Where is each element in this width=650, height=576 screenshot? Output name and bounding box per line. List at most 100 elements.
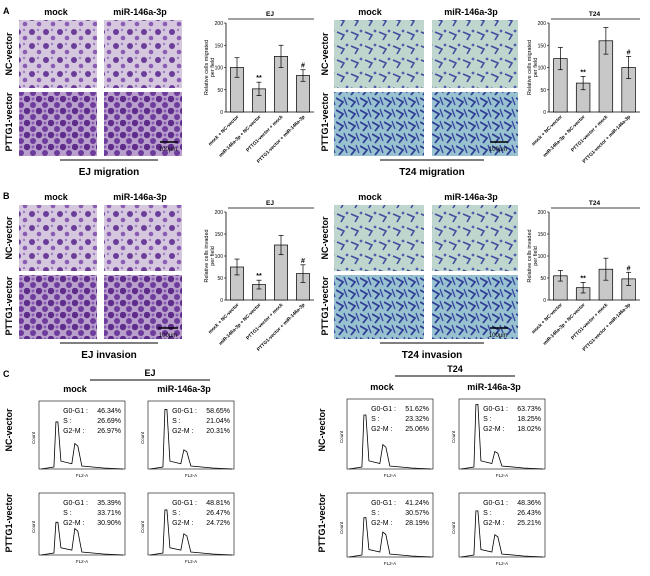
plot-frame [38, 492, 126, 556]
col-label-mir: miR-146a-3p [157, 384, 211, 394]
phase-label: S : [371, 416, 380, 423]
y-tick-label: 100 [215, 66, 224, 72]
x-axis-label: FL2-A [185, 559, 197, 564]
cell-cycle-histogram: FL2-A Count G0-G1 : 63.73% S : 18.25% G2-M : 18… [451, 398, 546, 478]
phase-label: G0-G1 : [371, 406, 396, 413]
phase-value: 24.72% [206, 520, 230, 527]
phase-label: G0-G1 : [63, 408, 88, 415]
row-label-pttg1: PTTG1-vector [4, 92, 14, 152]
micrograph-ej-mig-nc-mir [104, 20, 182, 88]
phase-label: G0-G1 : [172, 500, 197, 507]
phase-value: 33.71% [97, 510, 121, 517]
y-tick-label: 200 [538, 210, 547, 216]
phase-value: 41.24% [405, 500, 429, 507]
y-tick-label: 150 [538, 43, 547, 49]
y-axis-label: Relative cells migrated [527, 40, 533, 95]
micrograph-t24-mig-nc-mock [334, 20, 424, 88]
phase-value: 51.62% [405, 406, 429, 413]
y-tick-label: 0 [220, 298, 223, 304]
col-label-mock: mock [63, 384, 88, 394]
y-axis-label: Relative cells migrated [204, 40, 210, 95]
phase-value: 25.21% [517, 520, 541, 527]
phase-label: G2-M : [63, 520, 84, 527]
y-tick-label: 150 [215, 43, 224, 49]
row-label-nc: NC-vector [4, 216, 14, 260]
panel-label-b: B [3, 191, 10, 201]
phase-label: G0-G1 : [483, 500, 508, 507]
y-axis-label: Count [451, 430, 456, 443]
phase-label: S : [172, 418, 181, 425]
cell-cycle-histogram: FL2-A Count G0-G1 : 51.62% S : 23.32% G2-M : 25… [339, 398, 434, 478]
y-tick-label: 100 [538, 66, 547, 72]
row-label-nc: NC-vector [4, 32, 14, 76]
scale-label: 100µm [489, 147, 507, 153]
row-label-nc: NC-vector [320, 216, 330, 260]
phase-label: G2-M : [172, 428, 193, 435]
y-axis-label: Count [451, 521, 456, 534]
phase-value: 26.97% [97, 428, 121, 435]
y-tick-label: 50 [540, 276, 546, 282]
scale-label: 100µm [159, 333, 177, 339]
row-label-pttg1: PTTG1-vector [320, 276, 330, 336]
chart-title: T24 [589, 11, 601, 18]
row-label-pttg1: PTTG1-vector [4, 493, 14, 553]
row-label-pttg1: PTTG1-vector [4, 276, 14, 336]
phase-label: S : [63, 510, 72, 517]
histogram-curve [348, 517, 432, 558]
phase-label: G2-M : [371, 520, 392, 527]
chart-title: EJ [266, 200, 274, 207]
col-label-mir: miR-146a-3p [113, 192, 167, 202]
category-label: PTTG1-vector + mock [245, 302, 284, 341]
phase-label: S : [172, 510, 181, 517]
micrograph-t24-inv-pt-mock [334, 275, 424, 339]
col-label-mock: mock [358, 192, 383, 202]
y-axis-label: Count [31, 520, 36, 533]
y-axis-label: per field [210, 58, 216, 78]
x-axis-label: FL2-A [76, 473, 88, 478]
plot-frame [38, 400, 126, 470]
x-axis-label: FL2-A [496, 561, 508, 566]
phase-label: G2-M : [371, 426, 392, 433]
phase-label: G2-M : [63, 428, 84, 435]
y-axis-label: Count [339, 521, 344, 534]
y-tick-label: 200 [538, 21, 547, 27]
y-axis-label: Count [140, 431, 145, 444]
category-label: PTTG1-vector + miR-146a-3p [582, 302, 633, 353]
plot-frame [346, 492, 434, 558]
phase-label: G0-G1 : [371, 500, 396, 507]
caption-ej-migration: EJ migration [79, 167, 140, 178]
category-label: miR-146a-3p + NC-vector [218, 302, 263, 347]
phase-label: G0-G1 : [63, 500, 88, 507]
phase-label: S : [483, 416, 492, 423]
row-label-nc: NC-vector [317, 408, 327, 452]
caption-t24-migration: T24 migration [399, 167, 465, 178]
micrograph-t24-inv-nc-mock [334, 205, 424, 271]
phase-value: 58.65% [206, 408, 230, 415]
bar-chart-ej-migration: EJ 0 50 100 150 200 Relative cells migrated per… [204, 11, 314, 165]
category-label: PTTG1-vector + miR-146a-3p [256, 302, 307, 353]
micrograph-ej-mig-nc-mock [19, 20, 97, 88]
col-label-mir: miR-146a-3p [113, 7, 167, 17]
cell-cycle-histogram: FL2-A Count G0-G1 : 48.36% S : 26.43% G2-M : 25… [451, 492, 546, 566]
micrograph-ej-mig-pt-mock [19, 92, 97, 156]
x-axis-label: FL2-A [384, 561, 396, 566]
significance-mark: ** [256, 75, 262, 82]
phase-value: 48.36% [517, 500, 541, 507]
y-tick-label: 50 [540, 88, 546, 94]
micrograph-ej-mig-pt-mir [104, 92, 182, 156]
caption-ej-invasion: EJ invasion [81, 350, 137, 361]
phase-label: G2-M : [483, 520, 504, 527]
y-tick-label: 150 [538, 232, 547, 238]
y-tick-label: 0 [543, 298, 546, 304]
chart-title: T24 [589, 200, 601, 207]
row-label-pttg1: PTTG1-vector [320, 92, 330, 152]
micrograph-t24-inv-pt-mir [432, 275, 518, 339]
significance-mark: # [301, 258, 305, 265]
y-tick-label: 50 [217, 276, 223, 282]
col-label-mock: mock [44, 192, 69, 202]
phase-value: 63.73% [517, 406, 541, 413]
phase-value: 26.47% [206, 510, 230, 517]
plot-frame [458, 398, 546, 470]
x-axis-label: FL2-A [384, 473, 396, 478]
bar-chart-t24-migration: T24 0 50 100 150 200 Relative cells migrated pe… [527, 11, 640, 165]
